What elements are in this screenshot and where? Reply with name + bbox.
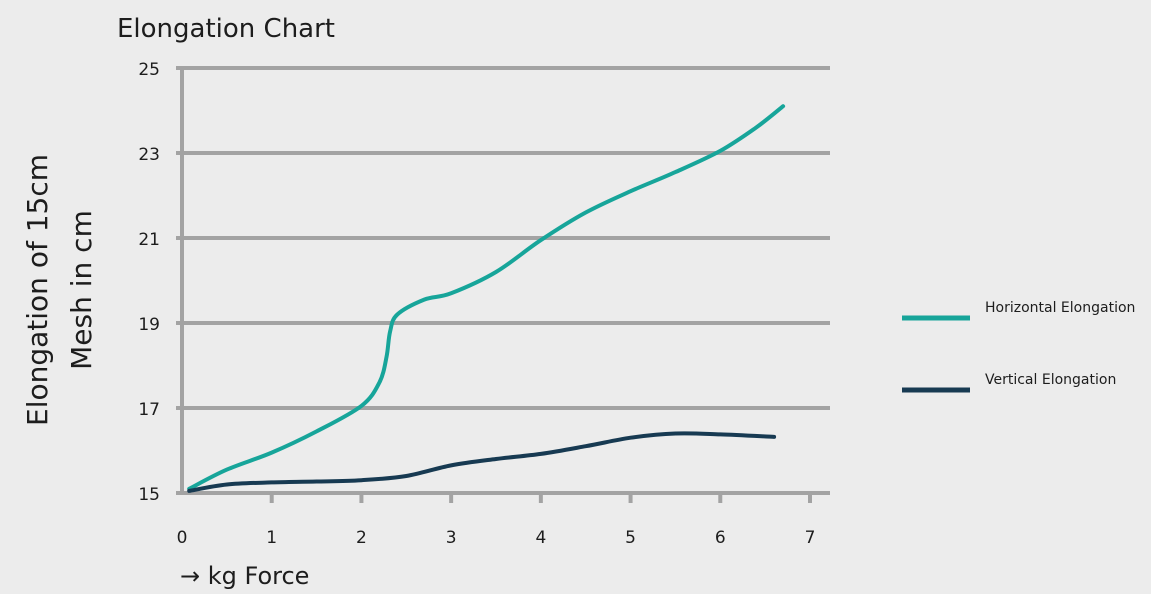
legend-label-horizontal-elongation: Horizontal Elongation (985, 300, 1135, 316)
y-axis-label-line: Elongation of 15cm (21, 154, 54, 426)
x-tick-label: 5 (625, 528, 636, 548)
x-tick-label: 1 (266, 528, 277, 548)
y-tick-label: 19 (138, 315, 160, 335)
legend-label-vertical-elongation: Vertical Elongation (985, 372, 1116, 388)
x-tick-label: 6 (715, 528, 726, 548)
axis-layer (176, 68, 830, 503)
x-tick-label: 2 (356, 528, 367, 548)
series-layer (187, 104, 786, 493)
x-tick-label: 7 (805, 528, 816, 548)
y-tick-label: 23 (138, 145, 160, 165)
y-tick-label: 21 (138, 230, 160, 250)
y-tick-label: 25 (138, 60, 160, 80)
x-tick-label: 0 (177, 528, 188, 548)
chart-title: Elongation Chart (117, 14, 335, 44)
y-tick-label: 17 (138, 400, 160, 420)
series-line-vertical-elongation (187, 431, 777, 493)
grid-layer (176, 66, 830, 410)
y-axis-label-line: Mesh in cm (65, 210, 98, 370)
y-axis-label: Elongation of 15cm Mesh in cm (21, 154, 98, 426)
y-tick-label: 15 (138, 485, 160, 505)
x-tick-label: 4 (535, 528, 546, 548)
legend: Horizontal Elongation Vertical Elongation (902, 300, 1135, 393)
x-tick-label: 3 (446, 528, 457, 548)
x-axis-label: → kg Force (180, 562, 309, 590)
series-line-horizontal-elongation (187, 104, 786, 491)
